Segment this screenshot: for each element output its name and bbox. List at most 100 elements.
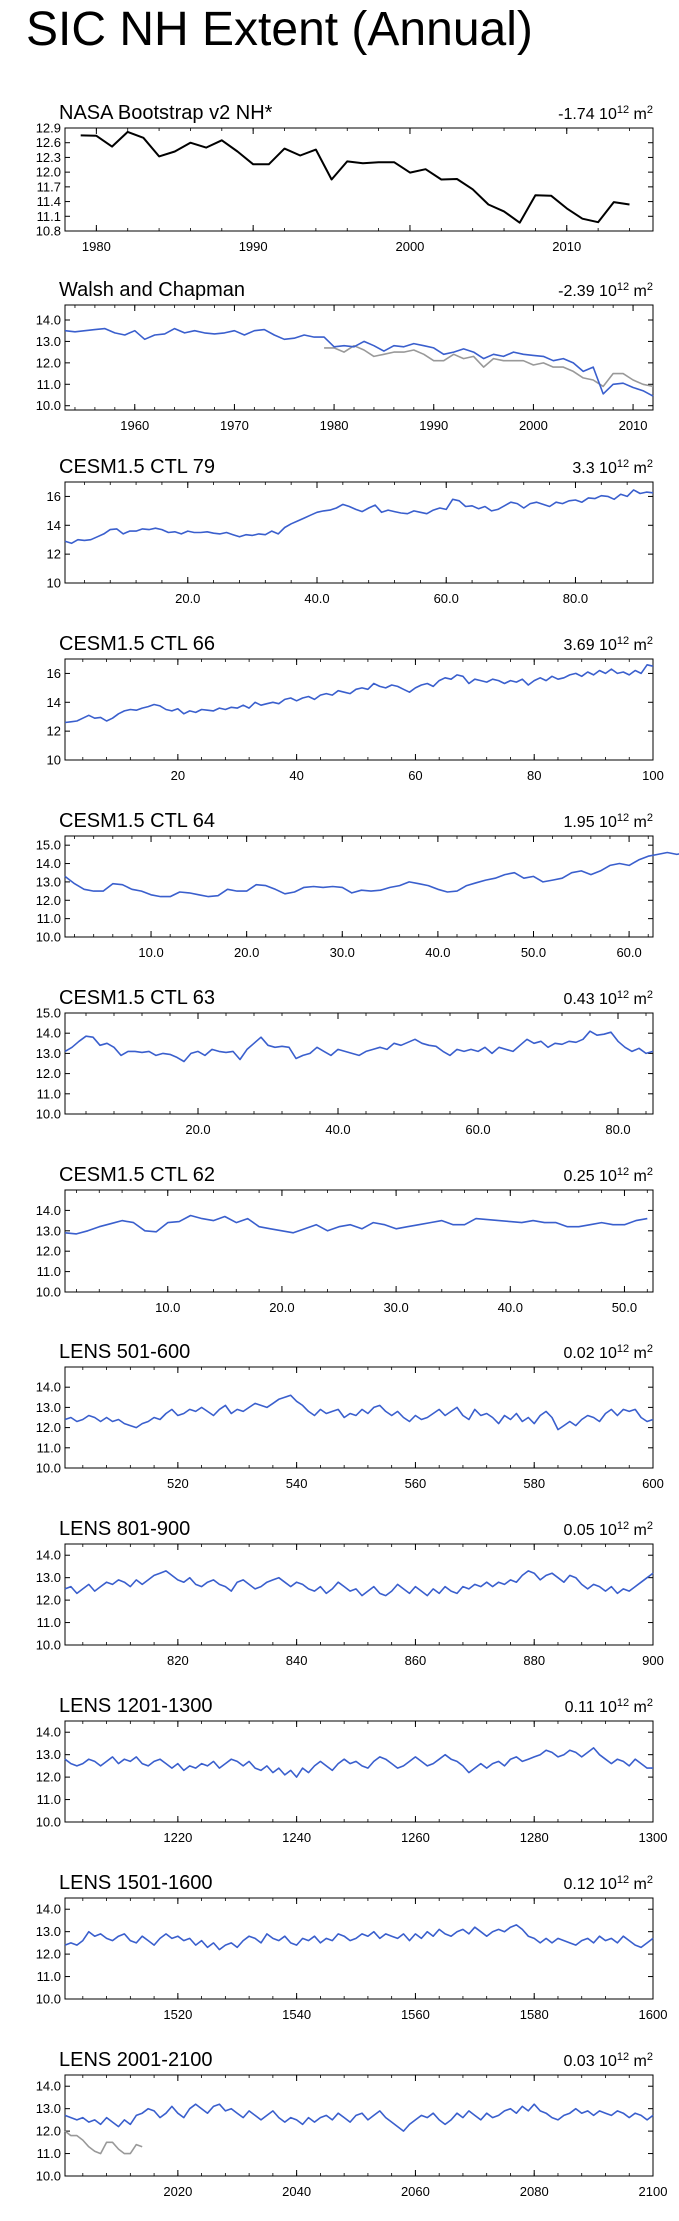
plot-frame (64, 1366, 654, 1469)
chart-title: CESM1.5 CTL 62 (59, 1164, 215, 1186)
x-tick-label: 820 (167, 1653, 189, 1668)
plot-frame (64, 127, 654, 232)
y-tick-label: 11.0 (37, 2146, 61, 2161)
x-tick-label: 30.0 (330, 945, 355, 960)
y-tick-label: 12.0 (36, 2124, 61, 2139)
x-tick-label: 60.0 (465, 1122, 490, 1137)
y-tick-label: 11.0 (37, 1264, 61, 1279)
x-tick-label: 600 (642, 1476, 664, 1491)
y-tick-label: 12.3 (36, 150, 61, 165)
x-tick-label: 10.0 (155, 1300, 180, 1315)
trend-label: -2.39 1012 m2 (558, 281, 653, 300)
y-tick-label: 12.0 (36, 165, 61, 180)
x-tick-label: 2100 (639, 2184, 668, 2199)
chart-panel-10: LENS 1201-1300 0.11 1012 m2 10.0 11.0 12.0 13… (36, 1695, 668, 1845)
x-tick-label: 520 (167, 1476, 189, 1491)
chart-panel-6: CESM1.5 CTL 63 0.43 1012 m2 10.0 11.0 12.0 13… (36, 987, 654, 1137)
series-line-1 (64, 663, 654, 724)
x-tick-label: 2000 (395, 239, 424, 254)
chart-panel-8: LENS 501-600 0.02 1012 m2 10.0 11.0 12.0 13.0… (36, 1341, 664, 1491)
x-tick-label: 50.0 (521, 945, 546, 960)
x-tick-label: 80.0 (605, 1122, 630, 1137)
chart-panel-9: LENS 801-900 0.05 1012 m2 10.0 11.0 12.0 13.0… (36, 1518, 664, 1668)
trend-label: 0.43 1012 m2 (563, 989, 653, 1008)
chart-panel-7: CESM1.5 CTL 62 0.25 1012 m2 10.0 11.0 12.0 13… (36, 1164, 654, 1315)
x-tick-label: 40 (289, 768, 303, 783)
trend-label: 0.03 1012 m2 (563, 2051, 653, 2070)
series-line-1 (64, 1030, 654, 1063)
series-line-1 (80, 130, 630, 224)
series-line-1 (64, 2130, 143, 2155)
chart-panel-5: CESM1.5 CTL 64 1.95 1012 m2 10.0 11.0 12.0 13… (36, 810, 679, 960)
x-tick-label: 1520 (163, 2007, 192, 2022)
y-tick-label: 10 (47, 753, 61, 768)
x-tick-label: 1540 (282, 2007, 311, 2022)
x-tick-label: 20.0 (185, 1122, 210, 1137)
x-tick-label: 900 (642, 1653, 664, 1668)
plot-frame (64, 1189, 654, 1293)
y-tick-label: 10.0 (36, 1992, 61, 2007)
series-line-1 (64, 1214, 648, 1235)
y-tick-label: 15.0 (36, 1006, 61, 1021)
y-tick-label: 10.0 (36, 2169, 61, 2184)
x-tick-label: 1240 (282, 1830, 311, 1845)
x-tick-label: 40.0 (498, 1300, 523, 1315)
series-line-1 (324, 344, 654, 388)
y-tick-label: 10.0 (36, 398, 61, 413)
x-tick-label: 40.0 (325, 1122, 350, 1137)
y-tick-label: 13.0 (36, 1747, 61, 1762)
chart-panel-1: NASA Bootstrap v2 NH* -1.74 1012 m210.811… (36, 102, 654, 254)
plot-frame (64, 1012, 654, 1115)
y-tick-label: 12.0 (36, 1770, 61, 1785)
x-tick-label: 2000 (519, 418, 548, 433)
x-tick-label: 80.0 (563, 591, 588, 606)
y-tick-label: 15.0 (36, 838, 61, 853)
x-tick-label: 20.0 (269, 1300, 294, 1315)
y-tick-label: 11.0 (37, 1440, 61, 1455)
y-tick-label: 10.0 (36, 930, 61, 945)
y-tick-label: 13.0 (36, 1223, 61, 1238)
trend-label: -1.74 1012 m2 (558, 104, 653, 123)
y-tick-label: 12 (47, 724, 61, 739)
y-tick-label: 14.0 (36, 1203, 61, 1218)
chart-panel-3: CESM1.5 CTL 79 3.3 1012 m2 10 12 14 16 20.0 40.… (47, 456, 654, 606)
y-tick-label: 10.8 (36, 224, 61, 239)
y-tick-label: 11.0 (37, 911, 61, 926)
x-tick-label: 80 (527, 768, 541, 783)
plot-frame (64, 2074, 654, 2177)
x-tick-label: 40.0 (304, 591, 329, 606)
trend-label: 0.25 1012 m2 (563, 1166, 653, 1185)
y-tick-label: 14.0 (36, 1380, 61, 1395)
plot-frame (64, 481, 654, 584)
chart-title: Walsh and Chapman (59, 279, 245, 301)
y-tick-label: 13.0 (36, 2101, 61, 2116)
x-tick-label: 1580 (520, 2007, 549, 2022)
page-title: SIC NH Extent (Annual) (26, 3, 533, 56)
y-tick-label: 10.0 (36, 1815, 61, 1830)
chart-title: LENS 2001-2100 (59, 2049, 212, 2071)
y-tick-label: 11.0 (37, 377, 61, 392)
x-tick-label: 20.0 (175, 591, 200, 606)
x-tick-label: 1980 (320, 418, 349, 433)
chart-title: NASA Bootstrap v2 NH* (59, 102, 273, 124)
x-tick-label: 1260 (401, 1830, 430, 1845)
y-tick-label: 13.0 (36, 1046, 61, 1061)
x-tick-label: 20.0 (234, 945, 259, 960)
y-tick-label: 12.0 (36, 1593, 61, 1608)
x-tick-label: 1300 (639, 1830, 668, 1845)
y-tick-label: 14.0 (36, 1725, 61, 1740)
y-tick-label: 12.9 (36, 121, 61, 136)
trend-label: 0.12 1012 m2 (563, 1874, 653, 1893)
chart-panel-12: LENS 2001-2100 0.03 1012 m2 10.0 11.0 12.0 13… (36, 2049, 668, 2199)
y-tick-label: 13.0 (36, 1570, 61, 1585)
trend-label: 3.3 1012 m2 (572, 458, 653, 477)
x-tick-label: 20 (171, 768, 185, 783)
x-tick-label: 60.0 (434, 591, 459, 606)
chart-title: LENS 1201-1300 (59, 1695, 212, 1717)
x-tick-label: 1970 (220, 418, 249, 433)
x-tick-label: 60 (408, 768, 422, 783)
series-line-1 (64, 1924, 654, 1951)
y-tick-label: 12.0 (36, 355, 61, 370)
y-tick-label: 10.0 (36, 1107, 61, 1122)
